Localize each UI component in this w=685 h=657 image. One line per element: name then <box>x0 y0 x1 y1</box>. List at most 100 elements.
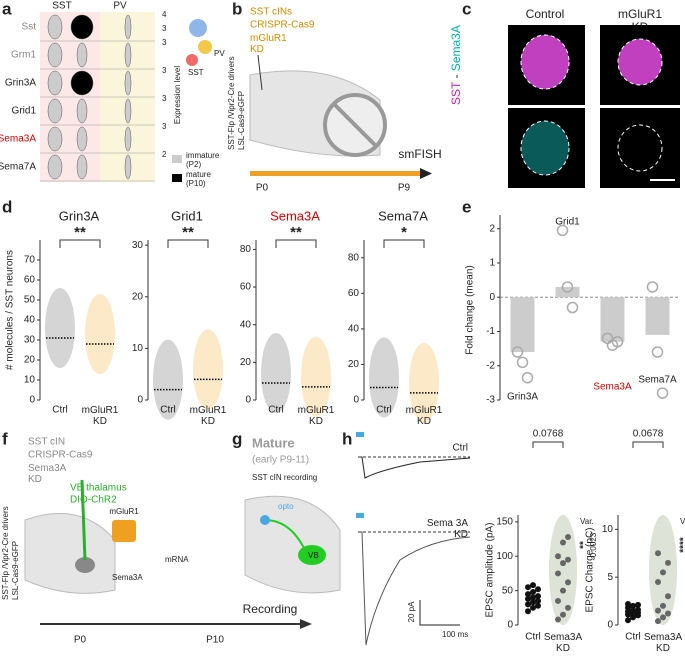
point <box>565 556 571 563</box>
injection: VB thalamus <box>70 483 127 494</box>
x-tick-label: Sema3A KD <box>544 632 583 654</box>
y-tick-label: 0 <box>245 395 251 406</box>
y-tick-label: 60 <box>348 288 360 299</box>
y-tick-label: 30 <box>24 335 36 346</box>
x-tick-label: Ctrl <box>52 405 68 416</box>
y-tick-label: 10 <box>132 343 144 354</box>
column-label: SST <box>52 1 71 12</box>
plot-title: Grid1 <box>171 208 203 223</box>
condition: SST cIN <box>28 437 65 448</box>
assay: smFISH <box>398 147 441 161</box>
point <box>530 582 536 589</box>
point <box>535 597 541 604</box>
timepoint: P0 <box>256 183 269 194</box>
sig-bracket <box>275 239 317 248</box>
panel-letter: a <box>2 0 12 18</box>
y-tick-label: 5 <box>607 572 613 583</box>
panel-letter: h <box>342 429 352 448</box>
y-tick-label: 0 <box>607 620 613 631</box>
point <box>535 593 541 600</box>
y-tick-label: -3 <box>486 395 495 406</box>
violin <box>70 14 94 40</box>
cell <box>520 34 570 90</box>
scale-bar <box>419 600 460 626</box>
y-tick-label: 0 <box>29 395 35 406</box>
panel-letter: g <box>232 429 242 448</box>
sig-bracket <box>632 441 664 448</box>
x-tick-label: Ctrl <box>160 405 176 416</box>
violin <box>124 154 132 180</box>
y-tick-label: 0 <box>353 395 359 406</box>
axis-label: EPSC amplitude (pA) <box>485 522 496 617</box>
point <box>530 599 536 606</box>
sig-bracket <box>532 441 564 448</box>
receptor <box>112 520 136 542</box>
point <box>655 578 661 585</box>
significance: * <box>401 224 407 241</box>
axis-label: Fold change (mean) <box>465 265 476 355</box>
point <box>660 569 666 576</box>
x-tick-label: mGluR1 KD <box>190 405 227 427</box>
point <box>555 597 561 604</box>
point <box>521 371 534 384</box>
violin <box>85 294 115 374</box>
p-value: 0.0768 <box>533 429 564 440</box>
timeline-bar <box>250 171 420 176</box>
x-tick-label: mGluR1 KD <box>82 405 119 427</box>
gene-label: Sst <box>22 22 37 33</box>
thalamus <box>75 557 95 573</box>
y-tick-label: 10 <box>602 524 614 535</box>
significance: ** <box>74 224 86 241</box>
y-tick-label: 0 <box>507 620 513 631</box>
timepoint: P0 <box>74 635 87 646</box>
tick-label: 3 <box>162 122 167 131</box>
y-tick-label: 20 <box>132 291 144 302</box>
point <box>560 587 566 594</box>
violin <box>76 154 88 180</box>
x-tick-label: Ctrl <box>376 405 392 416</box>
opto-spot <box>260 515 270 525</box>
plot-title: Grin3A <box>59 208 100 223</box>
point <box>555 616 561 623</box>
sig-bracket <box>59 239 101 248</box>
trace-label: Sema 3A KD <box>427 518 468 540</box>
point <box>525 601 531 608</box>
y-tick-label: 150 <box>496 517 513 528</box>
violin <box>549 515 577 625</box>
violin <box>76 98 88 124</box>
mouse-line: LSL-Cas9-eGFP <box>237 91 246 150</box>
y-tick-label: 80 <box>348 252 360 263</box>
point <box>560 560 566 567</box>
trace-label: Ctrl <box>452 443 468 454</box>
y-tick-label: 1 <box>489 258 495 269</box>
point <box>611 336 624 348</box>
var-label: Var. <box>580 517 594 526</box>
point <box>630 607 636 614</box>
scale-label: 20 pA <box>407 601 416 623</box>
point <box>635 601 641 608</box>
gene-label: Grin3A <box>5 78 36 89</box>
y-tick-label: 80 <box>240 244 252 255</box>
trace <box>358 531 471 646</box>
point <box>625 600 631 607</box>
gene-label: Grm1 <box>11 50 36 61</box>
label-part: Sema3A <box>449 25 463 71</box>
y-tick-label: 50 <box>24 295 36 306</box>
cell <box>520 120 570 176</box>
panel-letter: c <box>462 0 471 18</box>
mouse-line: LSL-Cas9-eGFP <box>11 541 20 600</box>
y-tick-label: 20 <box>24 355 36 366</box>
title: Mature <box>252 435 295 450</box>
point <box>525 584 531 591</box>
y-tick-label: 2 <box>489 223 495 234</box>
violin <box>124 14 132 40</box>
x-tick-label: Ctrl <box>268 405 284 416</box>
panel-letter: b <box>232 0 242 18</box>
tick-label: 3 <box>162 94 167 103</box>
significance: ** <box>290 224 302 241</box>
point <box>561 281 574 293</box>
bar <box>645 297 670 335</box>
gene-label: Grid1 <box>12 106 37 117</box>
cell <box>617 38 663 86</box>
